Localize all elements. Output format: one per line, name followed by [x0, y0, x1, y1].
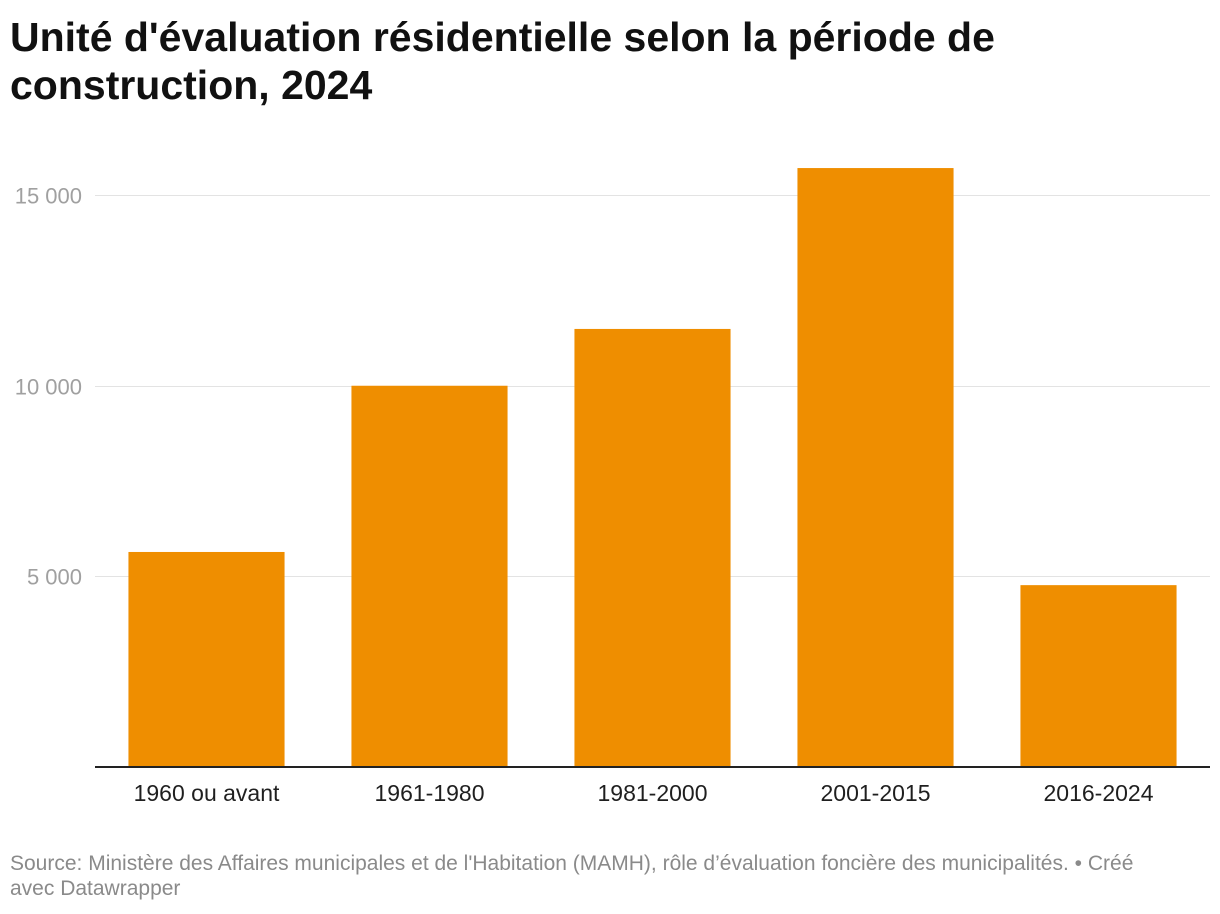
bar-1961-1980: [351, 385, 508, 767]
x-tick-label: 1961-1980: [375, 780, 485, 806]
y-tick-label: 5 000: [27, 565, 82, 590]
y-tick-label: 15 000: [15, 184, 82, 209]
x-tick-label: 1981-2000: [598, 780, 708, 806]
chart-title: Unité d'évaluation résidentielle selon l…: [10, 14, 995, 108]
chart-footer: Source: Ministère des Affaires municipal…: [10, 851, 1160, 901]
x-tick-label: 2016-2024: [1044, 780, 1154, 806]
y-axis-labels: 5 000 10 000 15 000: [15, 184, 82, 590]
column-chart: 5 000 10 000 15 000 1960 ou avant 1961-1980…: [15, 168, 1210, 806]
x-axis-labels: 1960 ou avant 1961-1980 1981-2000 2001-2015…: [134, 780, 1154, 806]
datawrapper-credit-link[interactable]: Créé avec Datawrapper: [10, 852, 1134, 900]
x-tick-label: 2001-2015: [821, 780, 931, 806]
bar-1981-2000: [574, 328, 731, 767]
footer-separator: •: [1074, 852, 1083, 875]
x-tick-label: 1960 ou avant: [134, 780, 280, 806]
y-tick-label: 10 000: [15, 375, 82, 400]
bars: [128, 168, 1177, 767]
bar-1960-ou-avant: [128, 551, 285, 767]
bar-2001-2015: [797, 168, 954, 767]
source-label: Source:: [10, 852, 83, 875]
bar-2016-2024: [1020, 585, 1177, 767]
source-text: Ministère des Affaires municipales et de…: [88, 852, 1069, 875]
